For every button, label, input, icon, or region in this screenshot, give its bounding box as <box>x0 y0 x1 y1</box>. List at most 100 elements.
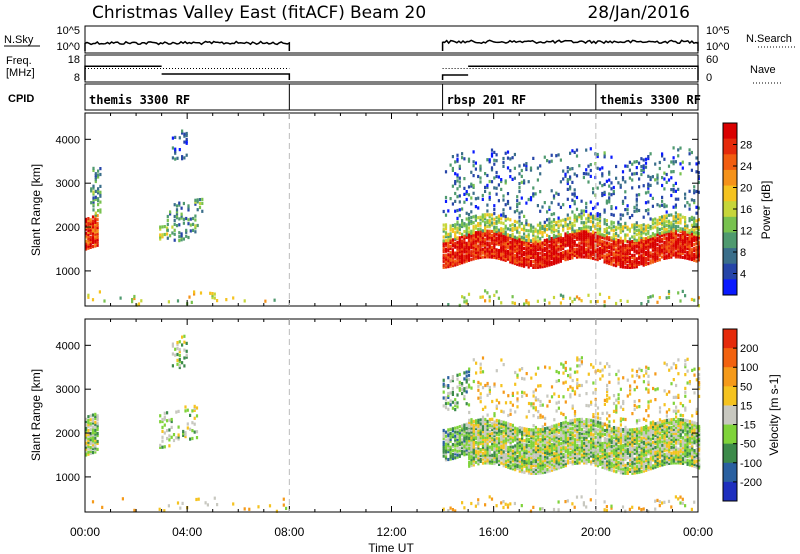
power-cell <box>667 255 671 260</box>
velocity-cell <box>178 360 181 364</box>
power-cell <box>527 265 530 269</box>
velocity-cell <box>585 437 588 441</box>
power-cell <box>536 261 539 265</box>
velocity-cell <box>617 433 620 437</box>
power-cell <box>665 256 668 260</box>
velocity-cell <box>596 420 600 424</box>
velocity-cell <box>617 468 620 472</box>
power-cell <box>484 213 487 217</box>
power-cell <box>633 205 636 209</box>
velocity-cell <box>633 463 636 467</box>
velocity-cell <box>583 437 586 441</box>
power-cell <box>647 208 650 212</box>
power-cell <box>539 231 542 235</box>
power-cell <box>688 203 691 207</box>
velocity-cell <box>629 428 632 432</box>
power-cell <box>679 229 682 233</box>
power-cell <box>552 227 556 231</box>
power-cell <box>477 224 480 228</box>
power-cell <box>185 216 188 221</box>
velocity-cell <box>567 453 570 457</box>
power-cell <box>697 252 700 256</box>
velocity-cell <box>530 469 533 473</box>
velocity-cell <box>488 459 491 463</box>
power-cell <box>169 210 172 214</box>
power-cell <box>684 218 687 222</box>
power-cell <box>516 236 519 240</box>
power-cell <box>467 292 471 296</box>
power-cell <box>467 252 471 256</box>
velocity-cell <box>181 335 184 339</box>
power-cell <box>663 256 666 260</box>
velocity-cell <box>576 455 579 459</box>
power-cell <box>603 248 606 252</box>
power-cell <box>189 229 192 233</box>
power-cell <box>578 247 581 251</box>
velocity-cell <box>491 459 494 463</box>
power-cell <box>543 240 546 245</box>
power-cell <box>463 200 466 204</box>
velocity-cell <box>481 453 485 457</box>
velocity-cell <box>619 467 622 471</box>
velocity-cell <box>617 429 620 433</box>
power-cell <box>472 225 475 229</box>
power-cell <box>697 254 700 258</box>
power-cell <box>624 208 627 212</box>
power-cell <box>642 158 645 162</box>
velocity-cell <box>610 460 613 464</box>
velocity-cell <box>161 439 164 443</box>
velocity-cell <box>447 457 450 462</box>
power-cell <box>656 300 659 304</box>
velocity-cell <box>504 453 508 457</box>
power-cell <box>601 172 604 176</box>
velocity-cell <box>195 430 199 434</box>
power-cell <box>539 265 542 269</box>
power-cell <box>472 255 475 259</box>
velocity-cell <box>523 464 526 468</box>
power-cell <box>546 227 549 232</box>
power-cell <box>638 236 641 240</box>
power-cell <box>670 245 673 249</box>
power-cell <box>697 161 700 165</box>
power-cell <box>647 231 650 235</box>
power-cell <box>486 291 489 295</box>
power-cell <box>638 185 641 189</box>
velocity-cell <box>523 427 526 431</box>
power-cell <box>621 265 625 269</box>
velocity-cell <box>640 428 643 432</box>
velocity-cell <box>461 384 464 388</box>
velocity-cell <box>530 448 533 452</box>
power-cell <box>529 196 533 200</box>
velocity-cell <box>163 445 166 449</box>
power-cell <box>665 244 668 248</box>
velocity-cell <box>539 467 542 471</box>
power-cell <box>543 262 546 266</box>
power-cell <box>555 154 558 158</box>
power-cell <box>598 214 602 219</box>
power-cell <box>180 236 183 240</box>
power-cell <box>467 244 471 249</box>
power-cell <box>488 241 491 245</box>
velocity-cell <box>603 452 606 456</box>
power-cell <box>472 233 475 237</box>
power-cell <box>458 254 461 258</box>
velocity-cell <box>451 400 454 404</box>
power-cell <box>500 229 503 233</box>
power-cell <box>679 233 682 237</box>
power-cell <box>525 167 528 172</box>
power-cell <box>493 158 496 162</box>
velocity-cell <box>532 461 535 466</box>
power-cell <box>506 201 510 206</box>
velocity-cell <box>544 456 547 460</box>
velocity-cell <box>550 448 554 453</box>
power-cell <box>681 247 684 252</box>
velocity-cell <box>511 457 514 461</box>
power-cell <box>94 176 97 180</box>
power-cell <box>470 238 473 242</box>
power-cell <box>541 249 544 253</box>
velocity-cell <box>461 440 464 444</box>
velocity-cell <box>583 433 586 437</box>
velocity-cell <box>87 450 90 454</box>
power-cell <box>513 235 516 239</box>
velocity-cell <box>509 428 512 433</box>
